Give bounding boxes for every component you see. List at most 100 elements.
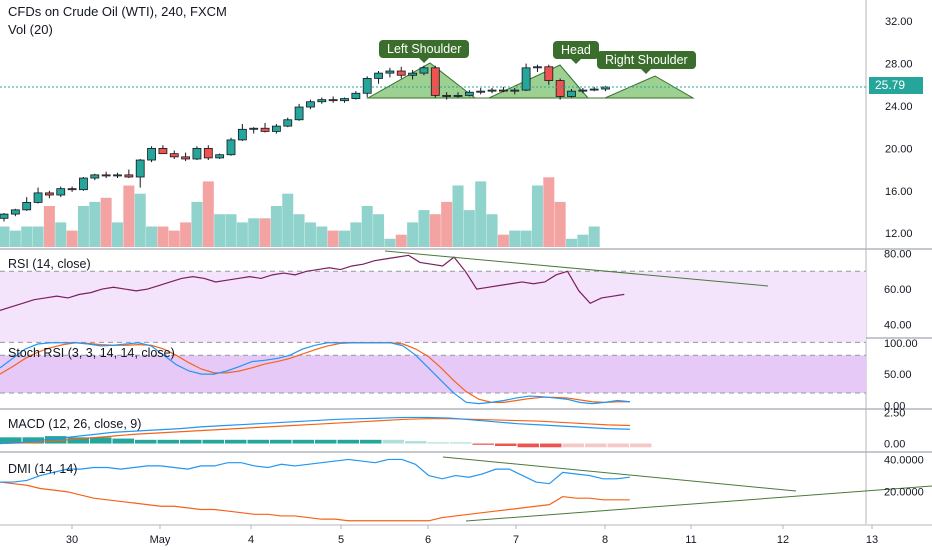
candle-body xyxy=(147,147,156,161)
macd-histogram-bar xyxy=(225,439,247,444)
volume-bar xyxy=(202,181,214,247)
candle-body xyxy=(453,94,463,97)
volume-bar xyxy=(441,201,453,247)
candle-body xyxy=(45,192,54,196)
candle-body xyxy=(578,89,588,92)
candle-body xyxy=(124,174,134,178)
candle-body xyxy=(10,209,20,215)
rsi-line xyxy=(0,254,625,311)
candle-body xyxy=(498,89,508,92)
volume-bar xyxy=(475,181,487,247)
volume-bar xyxy=(543,177,555,247)
volume-bar xyxy=(55,222,67,247)
candle-body xyxy=(135,159,145,178)
head-label: Head xyxy=(553,41,599,64)
macd-histogram-bar xyxy=(180,439,202,444)
dmi-tick-label: 20.0000 xyxy=(884,487,924,499)
stoch-tick-label: 50.00 xyxy=(884,369,912,381)
candle-body xyxy=(385,70,395,74)
candle-body xyxy=(283,119,293,127)
volume-bar xyxy=(77,206,89,247)
candle-body xyxy=(408,72,418,76)
volume-bar xyxy=(157,226,169,247)
volume-bar xyxy=(259,218,271,247)
stoch-k-line xyxy=(0,342,631,405)
volume-bar xyxy=(566,238,577,247)
candle-body xyxy=(249,127,259,130)
candle-body xyxy=(464,91,474,96)
volume-bar xyxy=(21,226,33,247)
candle-body xyxy=(260,127,270,132)
volume-bar xyxy=(395,234,407,247)
macd-histogram-bar xyxy=(247,439,269,444)
volume-bar xyxy=(339,230,350,247)
volume-bar xyxy=(588,226,600,247)
volume-bar xyxy=(577,234,589,247)
candle-body xyxy=(90,174,100,179)
time-tick-label: May xyxy=(150,534,171,546)
candle-body xyxy=(192,147,202,160)
dmi-label: DMI (14, 14) xyxy=(8,462,78,476)
macd-histogram-bar xyxy=(495,443,517,447)
dmi-lower-trendline xyxy=(465,485,932,522)
stoch-tick-label: 100.00 xyxy=(884,338,918,350)
candle-body xyxy=(396,70,406,76)
candle-body xyxy=(351,92,361,99)
volume-bar xyxy=(32,226,44,247)
macd-histogram-bar xyxy=(202,439,224,444)
macd-histogram-bar xyxy=(315,439,337,444)
volume-bar xyxy=(9,230,21,247)
time-tick-label: 8 xyxy=(602,534,608,546)
candle-body xyxy=(555,80,565,97)
candle-body xyxy=(294,106,304,121)
macd-histogram-bar xyxy=(472,443,494,445)
candle-body xyxy=(113,174,122,177)
volume-bar xyxy=(531,185,543,247)
macd-histogram-bar xyxy=(337,439,359,444)
price-tick-label: 24.00 xyxy=(885,101,913,113)
macd-histogram-bar xyxy=(427,442,449,444)
macd-histogram-bar xyxy=(630,443,652,448)
candle-body xyxy=(567,90,576,97)
stoch-rsi-label: Stoch RSI (3, 3, 14, 14, close) xyxy=(8,346,175,360)
macd-histogram-bar xyxy=(45,436,67,444)
macd-histogram-bar xyxy=(360,439,382,444)
volume-bar xyxy=(327,230,339,247)
volume-bar xyxy=(214,214,226,247)
left-shoulder-label: Left Shoulder xyxy=(379,40,470,63)
rsi-tick-label: 40.00 xyxy=(884,320,912,332)
candle-body xyxy=(340,98,349,102)
candle-body xyxy=(79,177,88,191)
price-tick-label: 20.00 xyxy=(885,143,913,155)
volume-bar xyxy=(89,201,101,247)
candle-body xyxy=(487,89,497,92)
volume-bar xyxy=(282,193,294,247)
rsi-tick-label: 60.00 xyxy=(884,284,912,296)
chart-header: CFDs on Crude Oil (WTI), 240, FXCM Vol (… xyxy=(8,4,227,37)
macd-histogram-bar xyxy=(382,439,404,444)
candle-body xyxy=(510,89,520,92)
candle-body xyxy=(169,153,179,158)
candle-body xyxy=(544,66,554,81)
volume-bar xyxy=(180,222,192,247)
candle-body xyxy=(430,67,440,96)
volume-bar xyxy=(486,214,498,247)
macd-histogram-bar xyxy=(270,439,292,444)
volume-bar xyxy=(100,197,112,247)
volume-bar xyxy=(225,214,237,247)
rsi-trendline xyxy=(384,250,769,287)
volume-bar xyxy=(418,210,430,247)
price-tick-label: 16.00 xyxy=(885,186,913,198)
time-tick-label: 12 xyxy=(777,534,789,546)
volume-bar xyxy=(373,214,385,247)
macd-histogram-bar xyxy=(405,441,427,444)
time-tick-label: 6 xyxy=(425,534,431,546)
rsi-label: RSI (14, close) xyxy=(8,257,91,271)
candle-body xyxy=(237,128,247,141)
macd-tick-label: 0.00 xyxy=(884,439,905,451)
dmi-minus-line xyxy=(0,481,630,522)
volume-bar xyxy=(497,234,509,247)
candle-body xyxy=(533,66,542,69)
candle-body xyxy=(328,99,338,102)
candle-body xyxy=(56,188,66,196)
